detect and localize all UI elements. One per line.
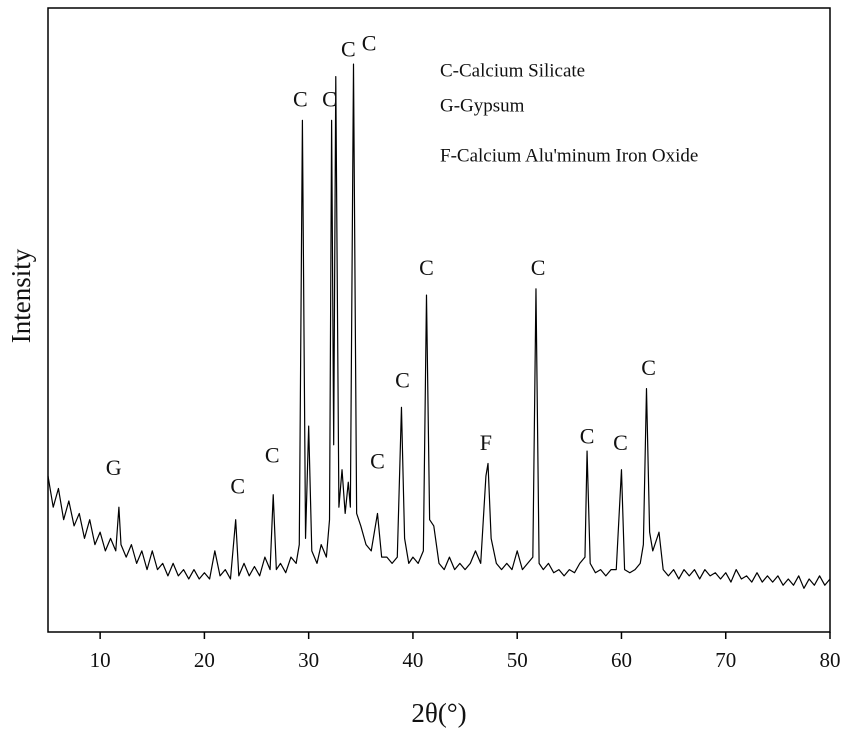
peak-label: C: [531, 255, 546, 280]
x-tick-label: 30: [298, 648, 319, 672]
legend-note: F-Calcium Alu'minum Iron Oxide: [440, 145, 698, 166]
peak-label: C: [641, 355, 656, 380]
peak-label: C: [293, 87, 308, 112]
peak-label: C: [370, 449, 385, 474]
x-tick-label: 20: [194, 648, 215, 672]
xrd-line: [47, 63, 831, 589]
peak-label: C: [613, 430, 628, 455]
y-axis-title: Intensity: [6, 248, 36, 343]
x-axis-title: 2θ(°): [411, 698, 466, 728]
peak-label: C: [580, 424, 595, 449]
peak-label: C: [265, 442, 280, 467]
peak-label: C: [362, 30, 377, 55]
peak-label: G: [106, 455, 122, 480]
x-tick-label: 50: [507, 648, 528, 672]
legend-note: G-Gypsum: [440, 95, 525, 116]
peak-label: C: [322, 87, 337, 112]
x-tick-label: 40: [402, 648, 423, 672]
x-tick-label: 60: [611, 648, 632, 672]
peak-label: C: [230, 474, 245, 499]
plot-frame: [47, 7, 831, 633]
x-tick-label: 10: [90, 648, 111, 672]
x-tick-label: 80: [820, 648, 841, 672]
peak-label: C: [395, 367, 410, 392]
peak-label: F: [480, 430, 492, 455]
peak-label: C: [419, 255, 434, 280]
legend-note: C-Calcium Silicate: [440, 60, 585, 81]
peak-label: C: [341, 37, 356, 62]
x-tick-label: 70: [715, 648, 736, 672]
